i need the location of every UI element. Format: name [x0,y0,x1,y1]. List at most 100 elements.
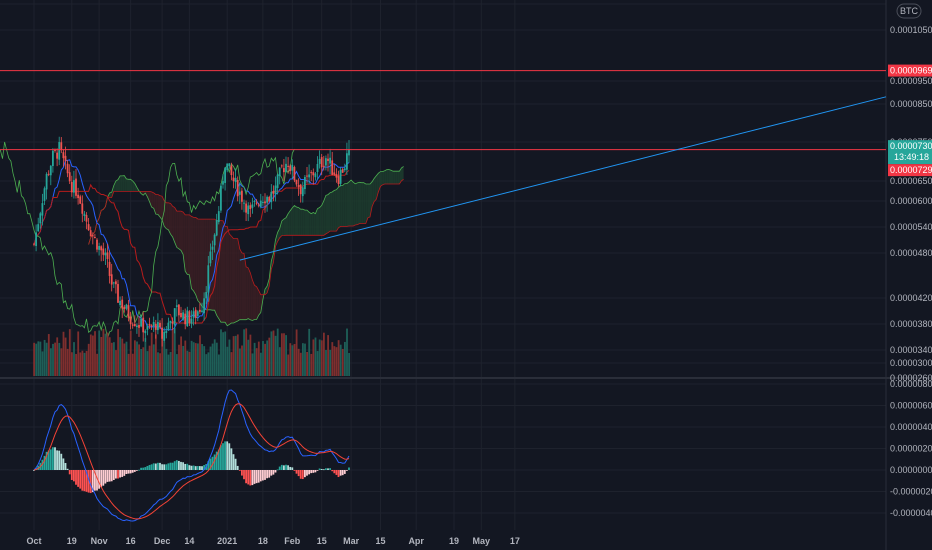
x-tick-label: 15 [317,536,327,546]
volume-bar [346,328,348,376]
volume-bar [50,348,52,376]
histogram-bar [215,451,218,470]
volume-bar [81,350,84,376]
histogram-bar [331,470,334,472]
x-tick-label: May [473,536,491,546]
candle-body [180,312,182,318]
candle-body [142,317,145,333]
histogram-bar [306,470,308,476]
cloud-segment [317,207,320,236]
volume-bar [96,353,98,376]
candle-body [226,163,229,171]
cloud-segment [298,207,301,236]
volume-bar [281,333,283,376]
histogram-bar [150,464,153,470]
cloud-segment [248,267,251,320]
cloud-segment [342,183,345,227]
volume-bar [302,343,304,376]
candle-body [259,200,262,207]
histogram-bar [270,470,273,476]
candle-body [238,191,241,195]
candle-body [73,180,75,193]
volume-bar [125,341,128,376]
ascending-trendline[interactable] [239,96,887,261]
candle-body [320,157,323,168]
cloud-segment [283,217,286,236]
cloud-segment [172,206,175,243]
candle-body [154,323,157,330]
horizontal-levels[interactable] [0,70,886,151]
cloud-segment [241,252,244,320]
candle-body [81,203,84,214]
histogram-bar [289,466,292,470]
volume-bar [272,330,275,376]
volume-bar [171,329,174,376]
cloud-segment [246,266,249,320]
histogram-bar [346,470,348,471]
x-tick-label: Oct [26,536,41,546]
candle-body [91,235,94,237]
volume-bar [264,343,266,376]
candle-body [125,304,128,309]
volume-bar [218,354,220,376]
volume-bar [79,352,82,376]
cloud-segment [210,219,213,311]
candle-body [215,220,218,236]
volume-bar [297,348,300,376]
histogram-bar [96,470,98,491]
histogram-bar [89,470,92,494]
currency-badge[interactable]: BTC [896,3,922,19]
candle-body [241,190,243,202]
histogram-bar [33,470,35,471]
volume-bar [253,342,256,376]
candle-body [100,246,103,251]
histogram-bar [291,467,294,470]
trendline[interactable] [239,96,887,261]
currency-badge-frame[interactable] [896,3,922,19]
volume-bar [186,350,189,376]
cloud-segment [122,175,125,192]
cloud-segment [300,209,303,236]
volume-bar [236,334,239,376]
histogram-bar [56,450,58,470]
volume-bar [155,334,157,376]
volume-bar [169,351,172,376]
histogram-bar [100,470,103,488]
histogram-bar [228,443,231,470]
cloud-segment [187,214,190,275]
volume-bar [262,341,264,376]
volume-bar [344,341,346,376]
histogram-bar [91,470,94,493]
candle-body [283,168,285,173]
cloud-segment [220,220,223,323]
volume-bar [138,344,140,376]
candle-body [209,251,212,264]
candle-body [217,211,220,223]
candle-body [39,213,42,224]
candle-body [306,175,308,177]
volume-bar [148,345,151,376]
volume-bar [268,337,271,376]
histogram-bar [159,462,161,470]
cloud-segment [174,207,177,248]
volume-bar [232,336,235,376]
volume-bar [312,339,315,376]
cloud-segment [134,183,137,192]
volume-bar [203,346,206,376]
candle-body [66,163,69,174]
volume-bar [207,352,210,376]
volume-bar [178,344,180,376]
volume-bar [60,348,63,376]
histogram-bar [316,470,319,471]
histogram-bar [62,458,65,470]
last-price-tag [888,140,932,165]
volume-bar [333,346,336,376]
candle-body [341,169,344,173]
x-tick-label: 16 [126,536,136,546]
volume-bar [188,351,191,376]
candle-body [293,166,296,181]
